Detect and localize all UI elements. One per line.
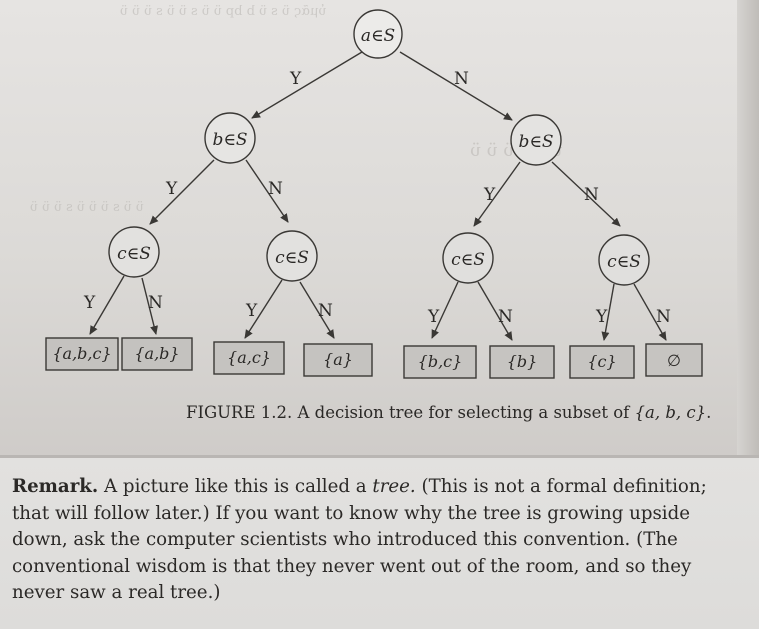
decision-tree: Y N Y N Y N Y N Y N Y N Y N a∈S b∈S	[45, 9, 703, 379]
node-label: b∈S	[518, 132, 553, 152]
node-label: a∈S	[361, 26, 395, 46]
edge-c2-left	[244, 279, 283, 339]
edge-b2-right	[551, 161, 621, 227]
node-c-1: c∈S	[108, 226, 160, 278]
leaf-label: {a,c}	[227, 348, 271, 367]
remark-line-5: never saw a real tree.)	[12, 582, 221, 603]
leaf-box: {b,c}	[403, 345, 477, 379]
edge-c1-right	[141, 277, 158, 335]
edge-label-no: N	[584, 185, 599, 205]
edge-label-yes: Y	[483, 185, 496, 205]
node-b-left: b∈S	[204, 112, 256, 164]
node-label: b∈S	[212, 130, 247, 150]
leaf-label: {b}	[507, 352, 538, 371]
edge-label-yes: Y	[245, 301, 258, 321]
edge-label-yes: Y	[165, 179, 178, 199]
remark-term: tree.	[372, 476, 416, 497]
edge-b1-left	[149, 159, 215, 225]
edge-c1-left	[89, 275, 125, 335]
edge-label-no: N	[148, 293, 163, 313]
remark-paragraph: Remark. A picture like this is called a …	[12, 474, 748, 607]
figure-caption: FIGURE 1.2. A decision tree for selectin…	[186, 403, 711, 422]
edge-b1-right	[245, 159, 289, 223]
caption-suffix: .	[706, 403, 712, 422]
node-c-2: c∈S	[266, 230, 318, 282]
tree-leaves: {a,b,c} {a,b} {a,c} {a} {b,c} {b}	[45, 337, 703, 379]
edge-c3-right	[477, 281, 513, 341]
caption-set: {a, b, c}	[634, 403, 707, 422]
caption-text: FIGURE 1.2. A decision tree for selectin…	[186, 403, 635, 422]
leaf-label: ∅	[667, 351, 681, 370]
leaf-box: {a}	[303, 343, 373, 377]
edge-label-no: N	[268, 179, 283, 199]
node-label: c∈S	[451, 250, 485, 270]
leaf-box: {c}	[569, 345, 635, 379]
node-label: c∈S	[275, 248, 309, 268]
edge-c4-left	[601, 283, 615, 341]
edge-label-yes: Y	[83, 293, 96, 313]
edge-root-left	[251, 51, 363, 119]
leaf-label: {a}	[323, 350, 353, 369]
leaf-box: {a,b,c}	[45, 337, 119, 371]
edge-label-no: N	[498, 307, 513, 327]
edge-root-right	[399, 51, 513, 121]
edge-c3-left	[431, 281, 459, 339]
edge-c4-right	[633, 283, 667, 341]
edge-b2-left	[473, 161, 521, 227]
leaf-box: {a,b}	[121, 337, 193, 371]
remark-text: A picture like this is called a	[98, 476, 373, 497]
leaf-box: ∅	[645, 343, 703, 377]
leaf-box: {b}	[489, 345, 555, 379]
remark-text: (This is not a formal definition;	[415, 476, 707, 497]
tree-edges	[89, 51, 667, 341]
remark-line-4: conventional wisdom is that they never w…	[12, 555, 692, 577]
leaf-label: {c}	[587, 352, 616, 371]
leaf-label: {b,c}	[418, 352, 463, 371]
edge-label-yes: Y	[289, 69, 302, 89]
leaf-box: {a,c}	[213, 341, 285, 375]
figure-photo: ὑμᾶς ϋ s ϋ b bp ϋ ϋ s ϋ ϋ s ϋ ϋ ϋ ϋ ϋ s …	[0, 0, 759, 455]
remark-line-2: that will follow later.) If you want to …	[12, 502, 691, 524]
edge-label-yes: Y	[595, 307, 608, 327]
node-label: c∈S	[607, 252, 641, 272]
remark-photo	[0, 458, 759, 629]
edge-label-yes: Y	[427, 307, 440, 327]
remark-heading: Remark.	[12, 476, 99, 497]
edge-c2-right	[299, 281, 335, 339]
node-label: c∈S	[117, 244, 151, 264]
node-root: a∈S	[353, 9, 403, 59]
edge-label-no: N	[454, 69, 469, 89]
remark-line-3: down, ask the computer scientists who in…	[12, 529, 678, 550]
edge-label-no: N	[656, 307, 671, 327]
edge-label-no: N	[318, 301, 333, 321]
node-c-3: c∈S	[442, 232, 494, 284]
tree-nodes: a∈S b∈S b∈S c∈S c∈S c∈S	[108, 9, 650, 286]
remark-line-1: Remark. A picture like this is called a …	[12, 474, 748, 501]
node-c-4: c∈S	[598, 234, 650, 286]
leaf-label: {a,b}	[134, 344, 179, 363]
photo-divider	[0, 455, 759, 458]
page-edge	[737, 0, 759, 455]
leaf-label: {a,b,c}	[52, 344, 111, 363]
node-b-right: b∈S	[510, 114, 562, 166]
